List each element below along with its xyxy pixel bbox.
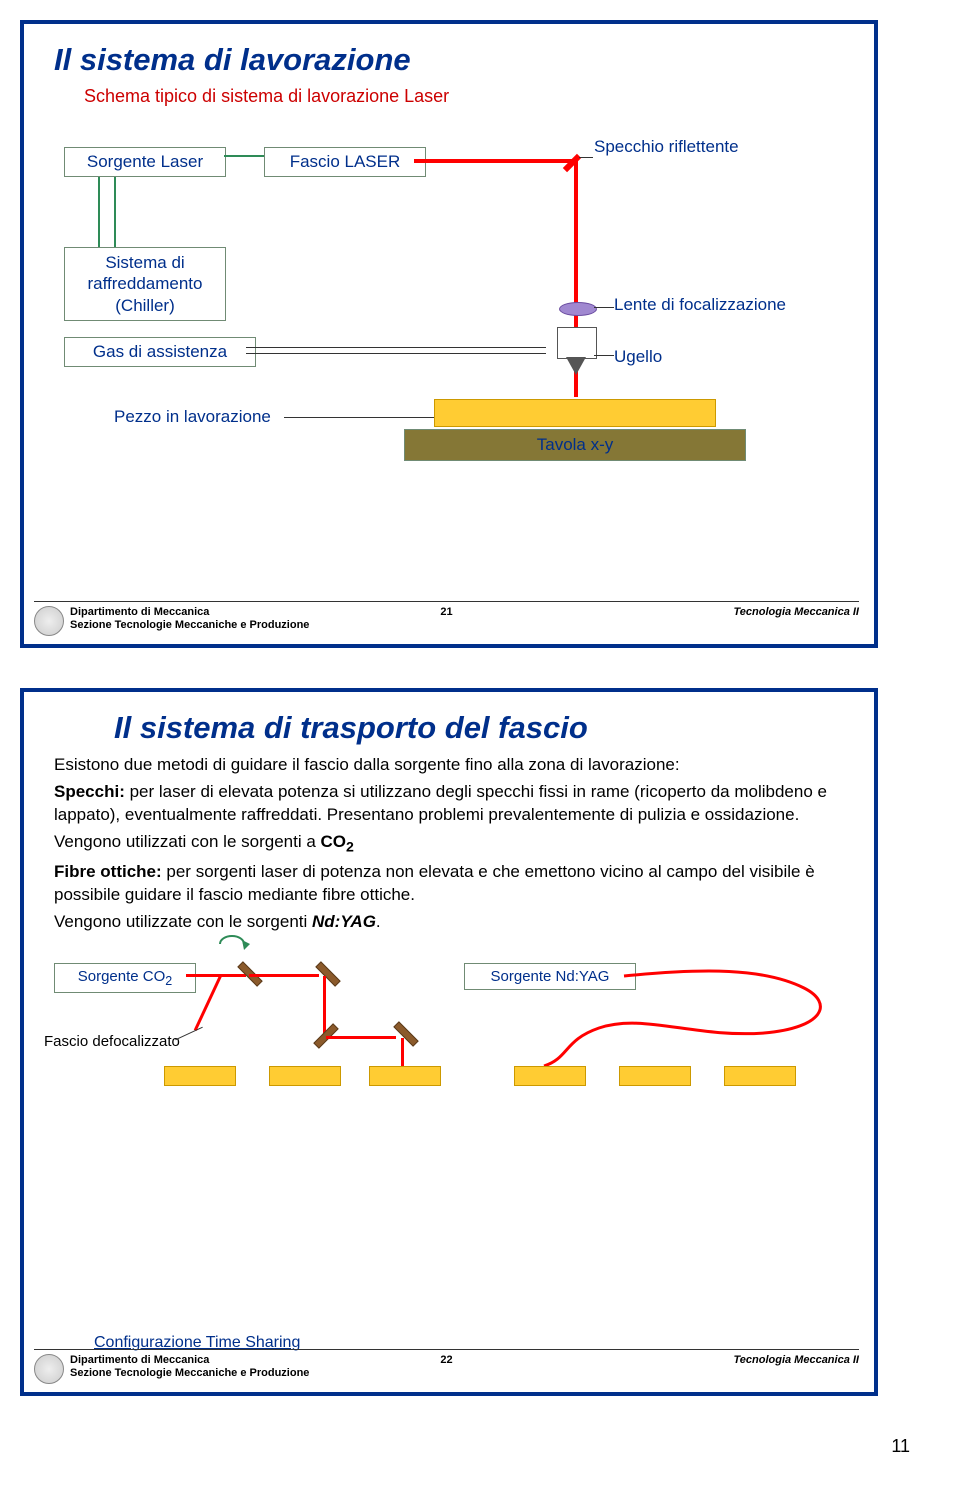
para5-post: . (376, 912, 381, 931)
footer-section: Sezione Tecnologie Meccaniche e Produzio… (70, 619, 309, 631)
footer-right-2: Tecnologia Meccanica II (733, 1354, 859, 1366)
slide1-title: Il sistema di lavorazione (54, 42, 874, 78)
gas-line-2 (246, 353, 546, 354)
para2-bold: Specchi: (54, 782, 125, 801)
workpiece-c (369, 1066, 441, 1086)
slide-1: Il sistema di lavorazione Schema tipico … (20, 20, 878, 648)
slide2-para3: Vengono utilizzati con le sorgenti a CO2 (54, 831, 844, 858)
workpiece-a (164, 1066, 236, 1086)
para5-bold: Nd:YAG (312, 912, 376, 931)
co2-text: Sorgente CO (78, 968, 166, 985)
slide2-title: Il sistema di trasporto del fascio (114, 710, 874, 746)
connector-pezzo (284, 417, 434, 418)
co2-beam-4 (326, 1036, 396, 1039)
para3-sub: 2 (346, 839, 354, 855)
slide2-pagenum: 22 (440, 1354, 452, 1366)
para5-pre: Vengono utilizzate con le sorgenti (54, 912, 312, 931)
box-gas: Gas di assistenza (64, 337, 256, 367)
connector-lente (594, 307, 614, 308)
co2-sub: 2 (165, 974, 172, 988)
workpiece-d (514, 1066, 586, 1086)
label-lente: Lente di focalizzazione (614, 295, 786, 315)
workpiece-b (269, 1066, 341, 1086)
slide1-subtitle: Schema tipico di sistema di lavorazione … (84, 86, 874, 107)
box-sorgente: Sorgente Laser (64, 147, 226, 177)
footer-dept-2: Dipartimento di Meccanica (70, 1354, 209, 1366)
slide2-para1: Esistono due metodi di guidare il fascio… (54, 754, 844, 777)
slide2-footer: Dipartimento di Meccanica Sezione Tecnol… (34, 1349, 859, 1384)
co2-beam-5 (401, 1038, 404, 1066)
co2-beam-defoc (194, 976, 222, 1032)
footer-section-2: Sezione Tecnologie Meccaniche e Produzio… (70, 1367, 309, 1379)
footer-dept: Dipartimento di Meccanica (70, 606, 209, 618)
label-ugello: Ugello (614, 347, 662, 367)
label-pezzo: Pezzo in lavorazione (114, 407, 271, 427)
para4-bold: Fibre ottiche: (54, 862, 162, 881)
slide2-para5: Vengono utilizzate con le sorgenti Nd:YA… (54, 911, 844, 934)
para4-text: per sorgenti laser di potenza non elevat… (54, 862, 815, 904)
slide1-pagenum: 21 (440, 606, 452, 618)
link-chiller-2 (114, 177, 116, 247)
lens-icon (559, 302, 597, 316)
mirror4-icon (393, 1021, 418, 1046)
slide2-diagram: Sorgente CO2 Fascio defocalizzato Sorgen… (44, 938, 834, 1098)
connector-ugello (594, 355, 614, 356)
box-fascio: Fascio LASER (264, 147, 426, 177)
box-sorgente-co2: Sorgente CO2 (54, 963, 196, 993)
footer-right: Tecnologia Meccanica II (733, 606, 859, 618)
mirror2-icon (315, 961, 340, 986)
footer-left: Dipartimento di Meccanica Sezione Tecnol… (70, 606, 309, 632)
nozzle-tip-icon (566, 357, 586, 375)
co2-beam-1 (186, 974, 246, 977)
slide1-footer: Dipartimento di Meccanica Sezione Tecnol… (34, 601, 859, 636)
seal-icon (34, 606, 64, 636)
slide2-para2: Specchi: per laser di elevata potenza si… (54, 781, 844, 827)
seal-icon-2 (34, 1354, 64, 1384)
slide-2: Il sistema di trasporto del fascio Esist… (20, 688, 878, 1396)
link-chiller-1 (98, 177, 100, 247)
rotation-arrow-icon (214, 930, 254, 954)
workpiece-icon (434, 399, 716, 427)
footer-left-2: Dipartimento di Meccanica Sezione Tecnol… (70, 1354, 309, 1380)
beam-focused (574, 375, 578, 397)
workpiece-f (724, 1066, 796, 1086)
connector-specchio (579, 157, 593, 158)
co2-beam-3 (323, 976, 326, 1036)
label-specchio: Specchio riflettente (594, 137, 739, 157)
beam-horizontal (414, 159, 574, 163)
slide2-para4: Fibre ottiche: per sorgenti laser di pot… (54, 861, 844, 907)
page-number: 11 (20, 1436, 910, 1457)
co2-beam-2 (249, 974, 319, 977)
para2-text: per laser di elevata potenza si utilizza… (54, 782, 827, 824)
slide1-diagram: Sorgente Laser Fascio LASER Specchio rif… (54, 117, 834, 537)
box-tavola: Tavola x-y (404, 429, 746, 461)
gas-line-1 (246, 347, 546, 348)
nozzle-body (557, 327, 597, 359)
workpiece-e (619, 1066, 691, 1086)
label-defoc: Fascio defocalizzato (44, 1033, 180, 1050)
link-src-beam (224, 155, 264, 157)
para3-pre: Vengono utilizzati con le sorgenti a (54, 832, 321, 851)
box-chiller: Sistema di raffreddamento (Chiller) (64, 247, 226, 321)
para3-bold: CO (321, 832, 347, 851)
